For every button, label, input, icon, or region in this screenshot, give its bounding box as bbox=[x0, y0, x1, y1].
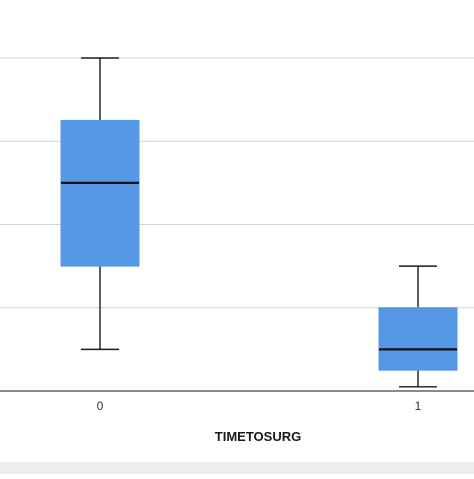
footer-strip bbox=[0, 462, 474, 474]
boxes bbox=[60, 57, 458, 388]
box-group-0 bbox=[60, 57, 140, 351]
box-1 bbox=[378, 307, 458, 371]
x-tick-label-1: 1 bbox=[415, 399, 422, 413]
x-axis-label: TIMETOSURG bbox=[215, 429, 301, 444]
box-group-1 bbox=[378, 265, 458, 388]
box-0 bbox=[60, 119, 140, 267]
x-tick-label-0: 0 bbox=[97, 399, 104, 413]
